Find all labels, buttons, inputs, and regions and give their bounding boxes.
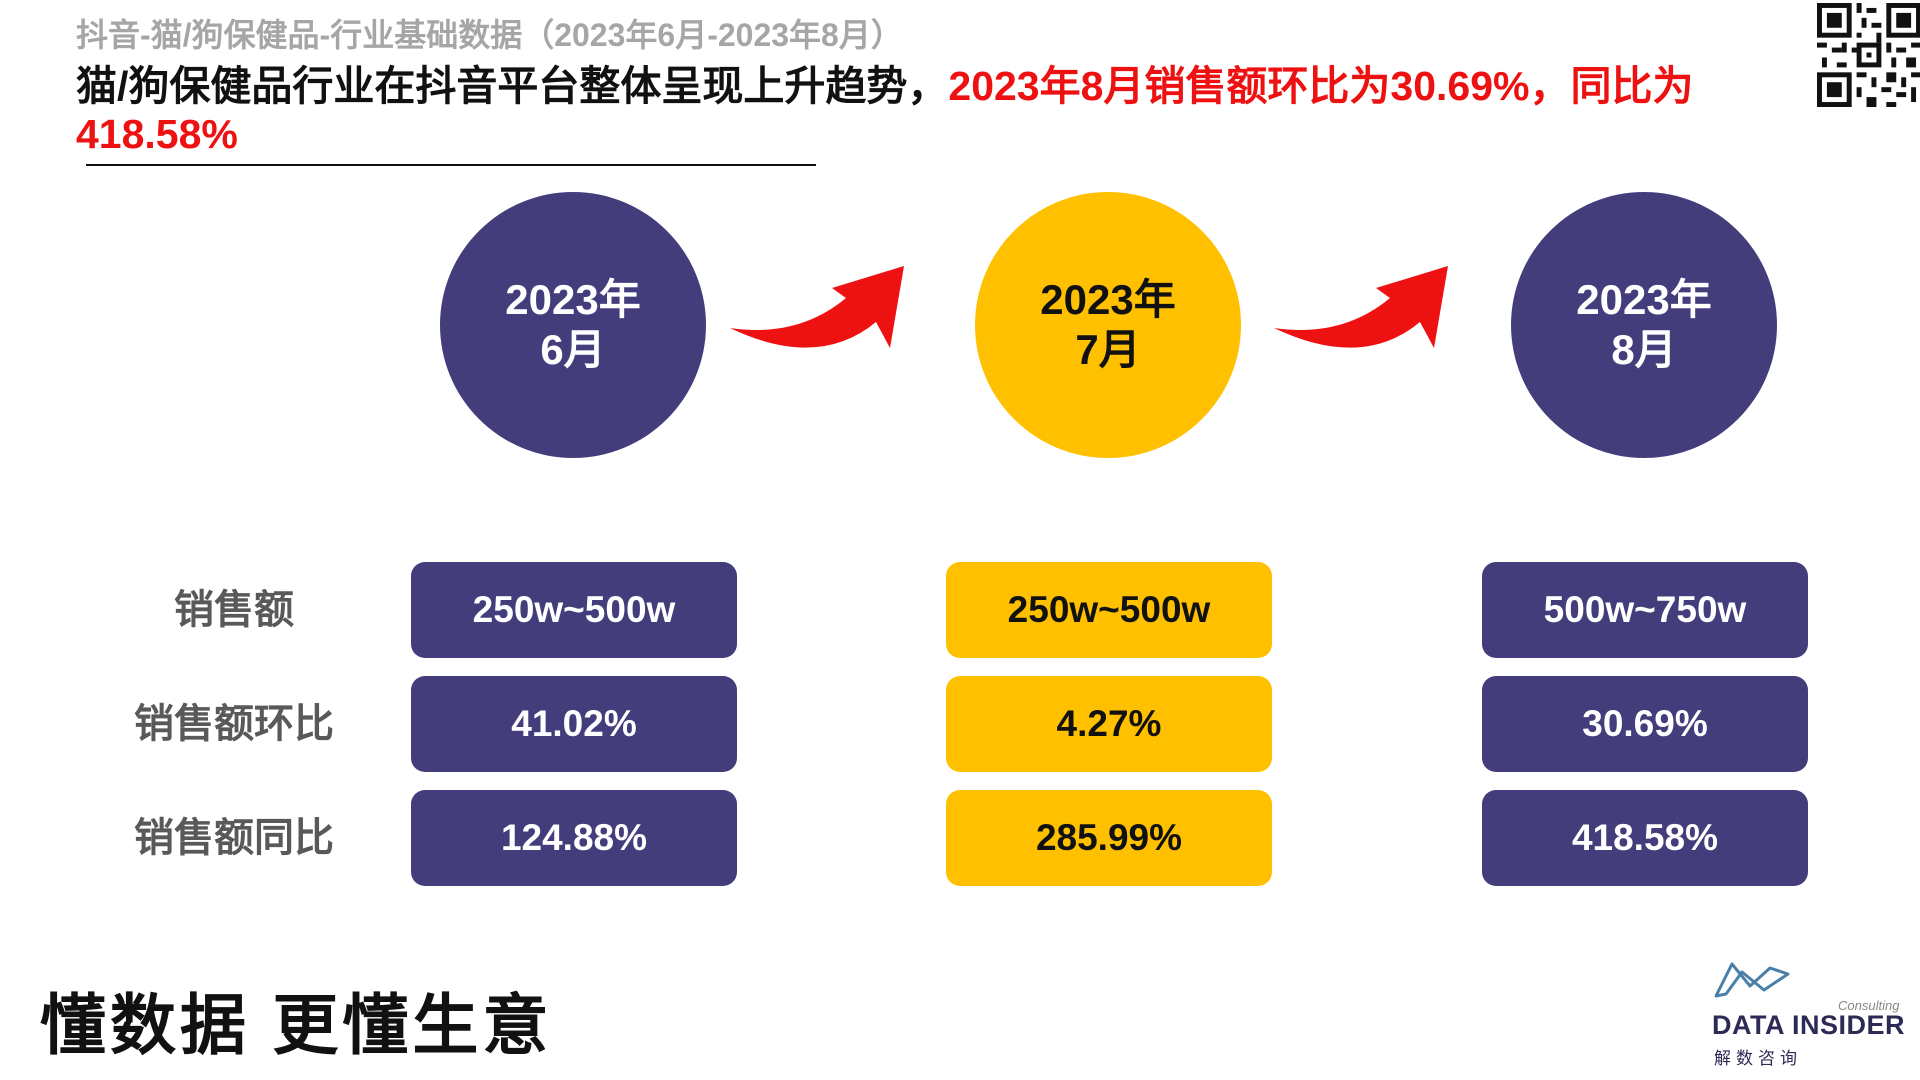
value-box-yoy-july: 285.99% [946, 790, 1272, 886]
period-circle-july: 2023年 7月 [975, 192, 1241, 458]
period-circle-june: 2023年 6月 [440, 192, 706, 458]
value-box-sales-august: 500w~750w [1482, 562, 1808, 658]
headline-text: 猫/狗保健品行业在抖音平台整体呈现上升趋势， [76, 63, 949, 109]
row-label-yoy: 销售额同比 [134, 816, 334, 860]
footer-slogan: 懂数据 更懂生意 [40, 988, 553, 1062]
headline-underline [86, 164, 816, 166]
row-label-mom: 销售额环比 [134, 702, 334, 746]
page-headline: 猫/狗保健品行业在抖音平台整体呈现上升趋势，2023年8月销售额环比为30.69… [76, 62, 1716, 158]
headline-highlight: 2023年8月销售额环比为30.69%，同比为418.58% [76, 63, 1694, 157]
value-box-mom-august: 30.69% [1482, 676, 1808, 772]
logo-sub-text: 解数咨询 [1714, 1049, 1802, 1068]
value-box-mom-june: 41.02% [411, 676, 737, 772]
period-circle-august: 2023年 8月 [1511, 192, 1777, 458]
data-insider-logo[interactable]: Consulting DATA INSIDER 解数咨询 [1712, 960, 1905, 1070]
value-box-mom-july: 4.27% [946, 676, 1272, 772]
value-box-yoy-june: 124.88% [411, 790, 737, 886]
value-box-sales-june: 250w~500w [411, 562, 737, 658]
value-box-yoy-august: 418.58% [1482, 790, 1808, 886]
period-month: 6月 [540, 326, 606, 373]
logo-consulting-text: Consulting [1838, 998, 1900, 1013]
qr-code-icon[interactable] [1817, 2, 1920, 108]
period-year: 2023年 [1576, 276, 1712, 323]
period-month: 7月 [1075, 326, 1141, 373]
page-subtitle: 抖音-猫/狗保健品-行业基础数据（2023年6月-2023年8月） [76, 17, 903, 53]
value-box-sales-july: 250w~500w [946, 562, 1272, 658]
period-year: 2023年 [505, 276, 641, 323]
period-year: 2023年 [1040, 276, 1176, 323]
period-month: 8月 [1611, 326, 1677, 373]
trend-arrow-icon [730, 266, 904, 348]
trend-arrow-icon [1274, 266, 1448, 348]
row-label-sales: 销售额 [174, 588, 294, 632]
logo-mark-icon [1714, 962, 1790, 998]
logo-name-text: DATA INSIDER [1712, 1010, 1905, 1040]
